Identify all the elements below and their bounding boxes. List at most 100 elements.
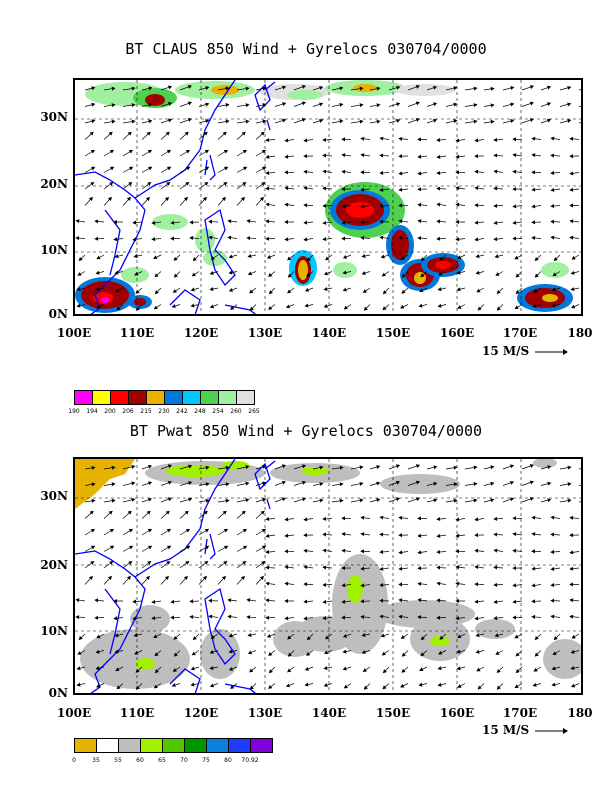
wind-arrowhead (166, 181, 171, 186)
wind-arrowhead (319, 102, 324, 107)
wind-arrowhead (473, 482, 478, 487)
wind-arrowhead (342, 287, 347, 292)
wind-arrowhead (209, 666, 214, 670)
wind-arrowhead (419, 288, 424, 293)
wind-arrowhead (192, 257, 197, 262)
wind-arrowhead (111, 119, 116, 124)
wind-arrowhead (571, 304, 576, 309)
wind-arrowhead (91, 166, 96, 171)
wind-arrowhead (453, 482, 458, 487)
wind-arrowhead (111, 482, 116, 487)
wind-arrowhead (547, 481, 552, 486)
wind-arrowhead (76, 303, 81, 308)
wind-arrowhead (203, 131, 208, 136)
wind-arrowhead (534, 273, 539, 278)
wind-arrowhead (242, 181, 247, 186)
wind-arrowhead (376, 481, 381, 486)
wind-arrowhead (363, 685, 368, 690)
wind-arrowhead (551, 303, 556, 308)
wind-arrowhead (455, 219, 459, 225)
wind-arrowhead (493, 516, 498, 521)
wind-arrowhead (420, 636, 425, 641)
wind-arrowhead (322, 186, 327, 191)
wind-arrowhead (474, 203, 479, 208)
wind-arrowhead (360, 204, 365, 209)
wind-arrowhead (339, 498, 344, 503)
wind-arrowhead (360, 614, 365, 619)
wind-arrowhead (147, 528, 153, 533)
wind-arrowhead (362, 289, 367, 293)
wind-arrowhead (241, 131, 246, 136)
wind-arrowhead (190, 682, 195, 687)
wind-arrowhead (225, 103, 230, 108)
wind-arrowhead (319, 118, 324, 123)
wind-arrowhead (284, 186, 289, 191)
wind-arrowhead (379, 219, 384, 224)
wind-arrowhead (151, 237, 156, 242)
colorbar-swatch (110, 390, 129, 405)
wind-arrowhead (132, 599, 137, 604)
wind-arrowhead (343, 684, 348, 689)
wind-arrowhead (210, 635, 215, 639)
wind-arrowhead (515, 669, 520, 674)
wind-arrowhead (151, 599, 156, 604)
wind-arrowhead (567, 465, 572, 470)
wind-arrowhead (455, 186, 460, 191)
wind-arrowhead (473, 119, 478, 124)
wind-arrowhead (240, 196, 245, 201)
wind-arrowhead (341, 583, 346, 588)
wind-arrowhead (417, 202, 422, 207)
wind-arrowhead (493, 220, 498, 225)
wind-arrowhead (147, 149, 153, 154)
wind-arrowhead (381, 651, 386, 656)
wind-arrowhead (135, 289, 140, 294)
colorbar-label: 80 (224, 757, 232, 764)
wind-arrowhead (147, 464, 153, 469)
wind-arrowhead (154, 273, 159, 278)
wind-arrowhead (360, 515, 365, 520)
colorbar-swatch (206, 738, 229, 753)
wind-arrowhead (90, 181, 95, 186)
colorbar-label: 35 (92, 757, 100, 764)
wind-arrowhead (227, 235, 232, 240)
wind-arrowhead (493, 203, 498, 208)
wind-arrowhead (301, 480, 307, 485)
wind-arrowhead (493, 548, 498, 553)
wind-arrowhead (436, 186, 441, 191)
wind-arrowhead (90, 149, 96, 154)
wind-arrowhead (512, 566, 517, 571)
wind-arrowhead (341, 204, 346, 209)
wind-arrowhead (534, 256, 539, 261)
wind-arrowhead (490, 103, 495, 108)
wind-arrowhead (400, 683, 405, 688)
wind-arrowhead (148, 166, 153, 171)
wind-arrowhead (532, 303, 537, 308)
wind-arrowhead (113, 598, 117, 604)
wind-arrowhead (78, 256, 83, 261)
wind-arrowhead (512, 137, 517, 142)
wind-arrowhead (550, 219, 555, 224)
wind-arrowhead (259, 575, 264, 580)
wind-arrowhead (436, 219, 441, 224)
wind-arrowhead (341, 599, 346, 604)
wind-arrowhead (262, 86, 267, 91)
wind-arrowhead (303, 599, 308, 604)
wind-arrowhead (284, 549, 289, 554)
wind-arrowhead (261, 181, 266, 186)
wind-arrowhead (268, 684, 273, 689)
wind-arrowhead (208, 235, 213, 240)
wind-arrowhead (570, 287, 575, 292)
wind-arrowhead (115, 667, 120, 672)
wind-arrowhead (376, 86, 381, 91)
wind-arrowhead (131, 86, 136, 91)
wind-arrowhead (360, 153, 365, 158)
wind-arrowhead (512, 236, 516, 241)
wind-arrowhead (205, 545, 210, 550)
wind-arrowhead (133, 633, 138, 638)
wind-arrowhead (228, 254, 233, 259)
wind-arrowhead (284, 616, 289, 621)
wind-arrowhead (534, 652, 539, 657)
wind-arrowhead (265, 516, 270, 522)
wind-arrowhead (437, 287, 442, 292)
wind-arrowhead (227, 614, 232, 619)
